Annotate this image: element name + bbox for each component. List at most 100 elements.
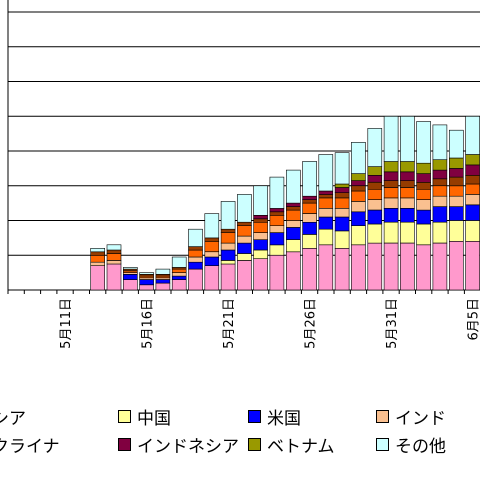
bar-segment [318, 197, 334, 209]
bar-segment [416, 182, 431, 190]
bar-segment [204, 241, 220, 253]
bar-segment [188, 246, 203, 251]
bar-segment [383, 161, 399, 173]
legend-item: インド [376, 404, 446, 429]
bar-segment [204, 251, 220, 258]
bar-segment [220, 263, 236, 291]
stacked-bar-chart: 5月11日 5月16日 5月21日 5月26日 5月31日 6月5日 [7, 0, 480, 349]
bar-segment [269, 211, 285, 216]
bar-segment [253, 258, 268, 291]
bar-segment [367, 128, 383, 167]
bar-segment [432, 206, 448, 223]
bar-segment [334, 230, 350, 249]
bar-segment [237, 260, 252, 291]
legend-item: 中国 [118, 404, 171, 429]
bar-segment [416, 188, 431, 200]
bar-segment [367, 188, 383, 200]
bar-segment [188, 249, 203, 258]
x-tick-label: 5月11日 [59, 298, 74, 349]
bar-segment [204, 213, 220, 239]
bar-segment [383, 221, 399, 244]
bar-segment [383, 180, 399, 188]
bar-segment [204, 237, 220, 242]
bar-segment [351, 244, 366, 291]
bar-segment [367, 175, 383, 183]
bar-segment [123, 279, 138, 291]
x-tick-label: 5月16日 [141, 298, 156, 349]
bar-segment [383, 116, 399, 162]
bar-segment [416, 162, 431, 174]
bar-segment [302, 248, 317, 291]
bar-segment [367, 223, 383, 244]
bar-segment [318, 208, 334, 218]
bar-segment [302, 199, 317, 204]
bar-segment [155, 282, 171, 291]
legend-swatch [118, 438, 131, 451]
bar-segment [285, 206, 301, 211]
bar-segment [465, 194, 480, 206]
bar-segment [139, 272, 154, 275]
bar-segment [432, 159, 448, 171]
bar-segment [334, 197, 350, 209]
legend-label: 中国 [137, 409, 171, 429]
bar-segment [253, 232, 268, 240]
bar-segment [400, 208, 415, 223]
bar-segment [383, 242, 399, 291]
bar-segment [351, 190, 366, 202]
legend-item: クライナ [0, 432, 60, 457]
bar-segment [465, 241, 480, 291]
legend-item: その他 [376, 432, 446, 457]
bar-segment [465, 204, 480, 221]
legend-item: ベトナム [248, 432, 335, 457]
bar-segment [269, 176, 285, 209]
bar-segment [253, 221, 268, 233]
bar-segment [351, 173, 366, 181]
bar-segment [465, 220, 480, 242]
x-tick-label: 6月5日 [467, 298, 480, 341]
bar-segment [237, 235, 252, 244]
legend-label: その他 [395, 437, 446, 457]
bar-segment [123, 274, 138, 280]
bar-segment [400, 187, 415, 199]
bar-segment [204, 256, 220, 266]
bar-segment [448, 129, 464, 159]
legend-item: シア [0, 404, 26, 429]
bar-segment [318, 228, 334, 246]
bar-segment [448, 206, 464, 221]
bar-segment [383, 187, 399, 199]
bar-segment [432, 195, 448, 207]
bar-segment [351, 225, 366, 246]
bar-segment [220, 260, 236, 265]
bar-segment [253, 239, 268, 251]
x-tick-label: 5月21日 [222, 298, 237, 349]
bar-segment [302, 221, 317, 235]
bar-segment [155, 279, 171, 284]
bar-segment [188, 228, 203, 247]
bar-segment [318, 190, 334, 195]
bar-segment [351, 211, 366, 227]
bar-segment [432, 242, 448, 291]
legend-swatch [376, 438, 389, 451]
bar-segment [465, 164, 480, 176]
bar-segment [106, 249, 122, 254]
bar-segment [367, 166, 383, 176]
bar-segment [334, 152, 350, 185]
bar-segment [448, 220, 464, 242]
legend-item: インドネシア [118, 432, 239, 457]
bar-segment [220, 228, 236, 233]
bar-segment [416, 209, 431, 225]
bar-segment [269, 232, 285, 246]
bar-segment [285, 239, 301, 253]
legend-label: インドネシア [137, 437, 239, 457]
bar-segment [90, 255, 105, 263]
bar-segment [318, 244, 334, 291]
bar-segment [334, 192, 350, 199]
x-tick-label: 5月31日 [385, 298, 400, 349]
bar-segment [432, 169, 448, 180]
bar-segment [432, 185, 448, 197]
bar-segment [416, 244, 431, 291]
bar-segment [269, 244, 285, 256]
bar-segment [351, 201, 366, 213]
bar-segment [432, 221, 448, 244]
bar-segment [155, 268, 171, 275]
